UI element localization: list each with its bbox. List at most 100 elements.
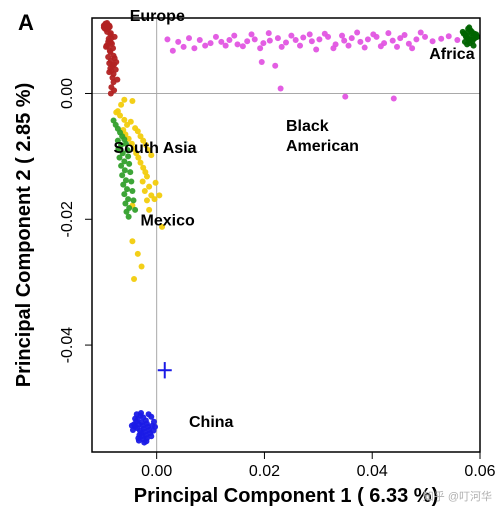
point — [106, 69, 112, 75]
point — [275, 35, 281, 41]
point — [346, 43, 352, 49]
point — [466, 24, 472, 30]
point — [113, 109, 119, 115]
group-label-SouthAsia: South Asia — [114, 140, 197, 157]
point — [349, 35, 355, 41]
point — [438, 36, 444, 42]
point — [244, 38, 250, 44]
point — [111, 118, 117, 124]
point — [181, 44, 187, 50]
point — [354, 29, 360, 35]
x-tick-label: 0.06 — [464, 463, 495, 480]
point — [313, 46, 319, 52]
x-axis-label: Principal Component 1 ( 6.33 %) — [134, 485, 439, 507]
x-tick-label: 0.00 — [141, 463, 172, 480]
point — [260, 40, 266, 46]
point — [418, 29, 424, 35]
point — [446, 33, 452, 39]
point — [129, 423, 135, 429]
point — [208, 40, 214, 46]
point — [266, 30, 272, 36]
point — [152, 424, 158, 430]
x-tick-label: 0.02 — [249, 463, 280, 480]
point — [191, 45, 197, 51]
point — [114, 77, 120, 83]
point — [106, 36, 112, 42]
point — [138, 410, 144, 416]
panel-letter: A — [18, 10, 34, 35]
point — [385, 30, 391, 36]
point — [146, 184, 152, 190]
point — [108, 90, 114, 96]
point — [139, 263, 145, 269]
point — [279, 44, 285, 50]
point — [131, 276, 137, 282]
point — [186, 35, 192, 41]
point — [129, 188, 135, 194]
point — [339, 33, 345, 39]
point — [136, 438, 142, 444]
point — [330, 45, 336, 51]
point — [259, 59, 265, 65]
point — [164, 36, 170, 42]
point — [240, 43, 246, 49]
point — [370, 31, 376, 37]
point — [297, 43, 303, 49]
point — [257, 45, 263, 51]
point — [394, 44, 400, 50]
point — [118, 102, 124, 108]
point — [152, 196, 158, 202]
point — [342, 94, 348, 100]
point — [202, 43, 208, 49]
point — [362, 45, 368, 51]
point — [272, 63, 278, 69]
point — [132, 207, 138, 213]
scatter-svg: A0.000.020.040.06-0.04-0.020.00Principal… — [0, 0, 500, 510]
point — [119, 172, 125, 178]
point — [144, 174, 150, 180]
group-label-Europe: Europe — [130, 8, 185, 25]
point — [101, 23, 107, 29]
point — [307, 31, 313, 37]
x-tick-label: 0.04 — [357, 463, 388, 480]
point — [249, 31, 255, 37]
point — [141, 440, 147, 446]
point — [316, 36, 322, 42]
point — [197, 37, 203, 43]
point — [135, 251, 141, 257]
point — [142, 188, 148, 194]
point — [153, 180, 159, 186]
point — [413, 36, 419, 42]
y-tick-label: -0.04 — [59, 327, 76, 364]
group-label-Africa: Africa — [429, 46, 474, 63]
point — [422, 34, 428, 40]
point — [402, 32, 408, 38]
point — [293, 37, 299, 43]
point — [136, 432, 142, 438]
point — [121, 191, 127, 197]
point — [132, 416, 138, 422]
point — [223, 43, 229, 49]
group-label-BlackAmerican: American — [286, 138, 359, 155]
point — [130, 197, 136, 203]
point — [144, 197, 150, 203]
group-label-China: China — [189, 414, 234, 431]
point — [128, 119, 134, 125]
point — [454, 37, 460, 43]
y-axis-label: Principal Component 2 ( 2.85 %) — [13, 83, 35, 388]
point — [378, 43, 384, 49]
point — [473, 31, 479, 37]
point — [283, 40, 289, 46]
point — [129, 98, 135, 104]
point — [113, 67, 119, 73]
point — [235, 41, 241, 47]
point — [127, 169, 133, 175]
point — [309, 38, 315, 44]
point — [391, 96, 397, 102]
point — [226, 37, 232, 43]
point — [148, 414, 154, 420]
point — [128, 179, 134, 185]
point — [175, 39, 181, 45]
point — [357, 39, 363, 45]
point — [288, 33, 294, 39]
